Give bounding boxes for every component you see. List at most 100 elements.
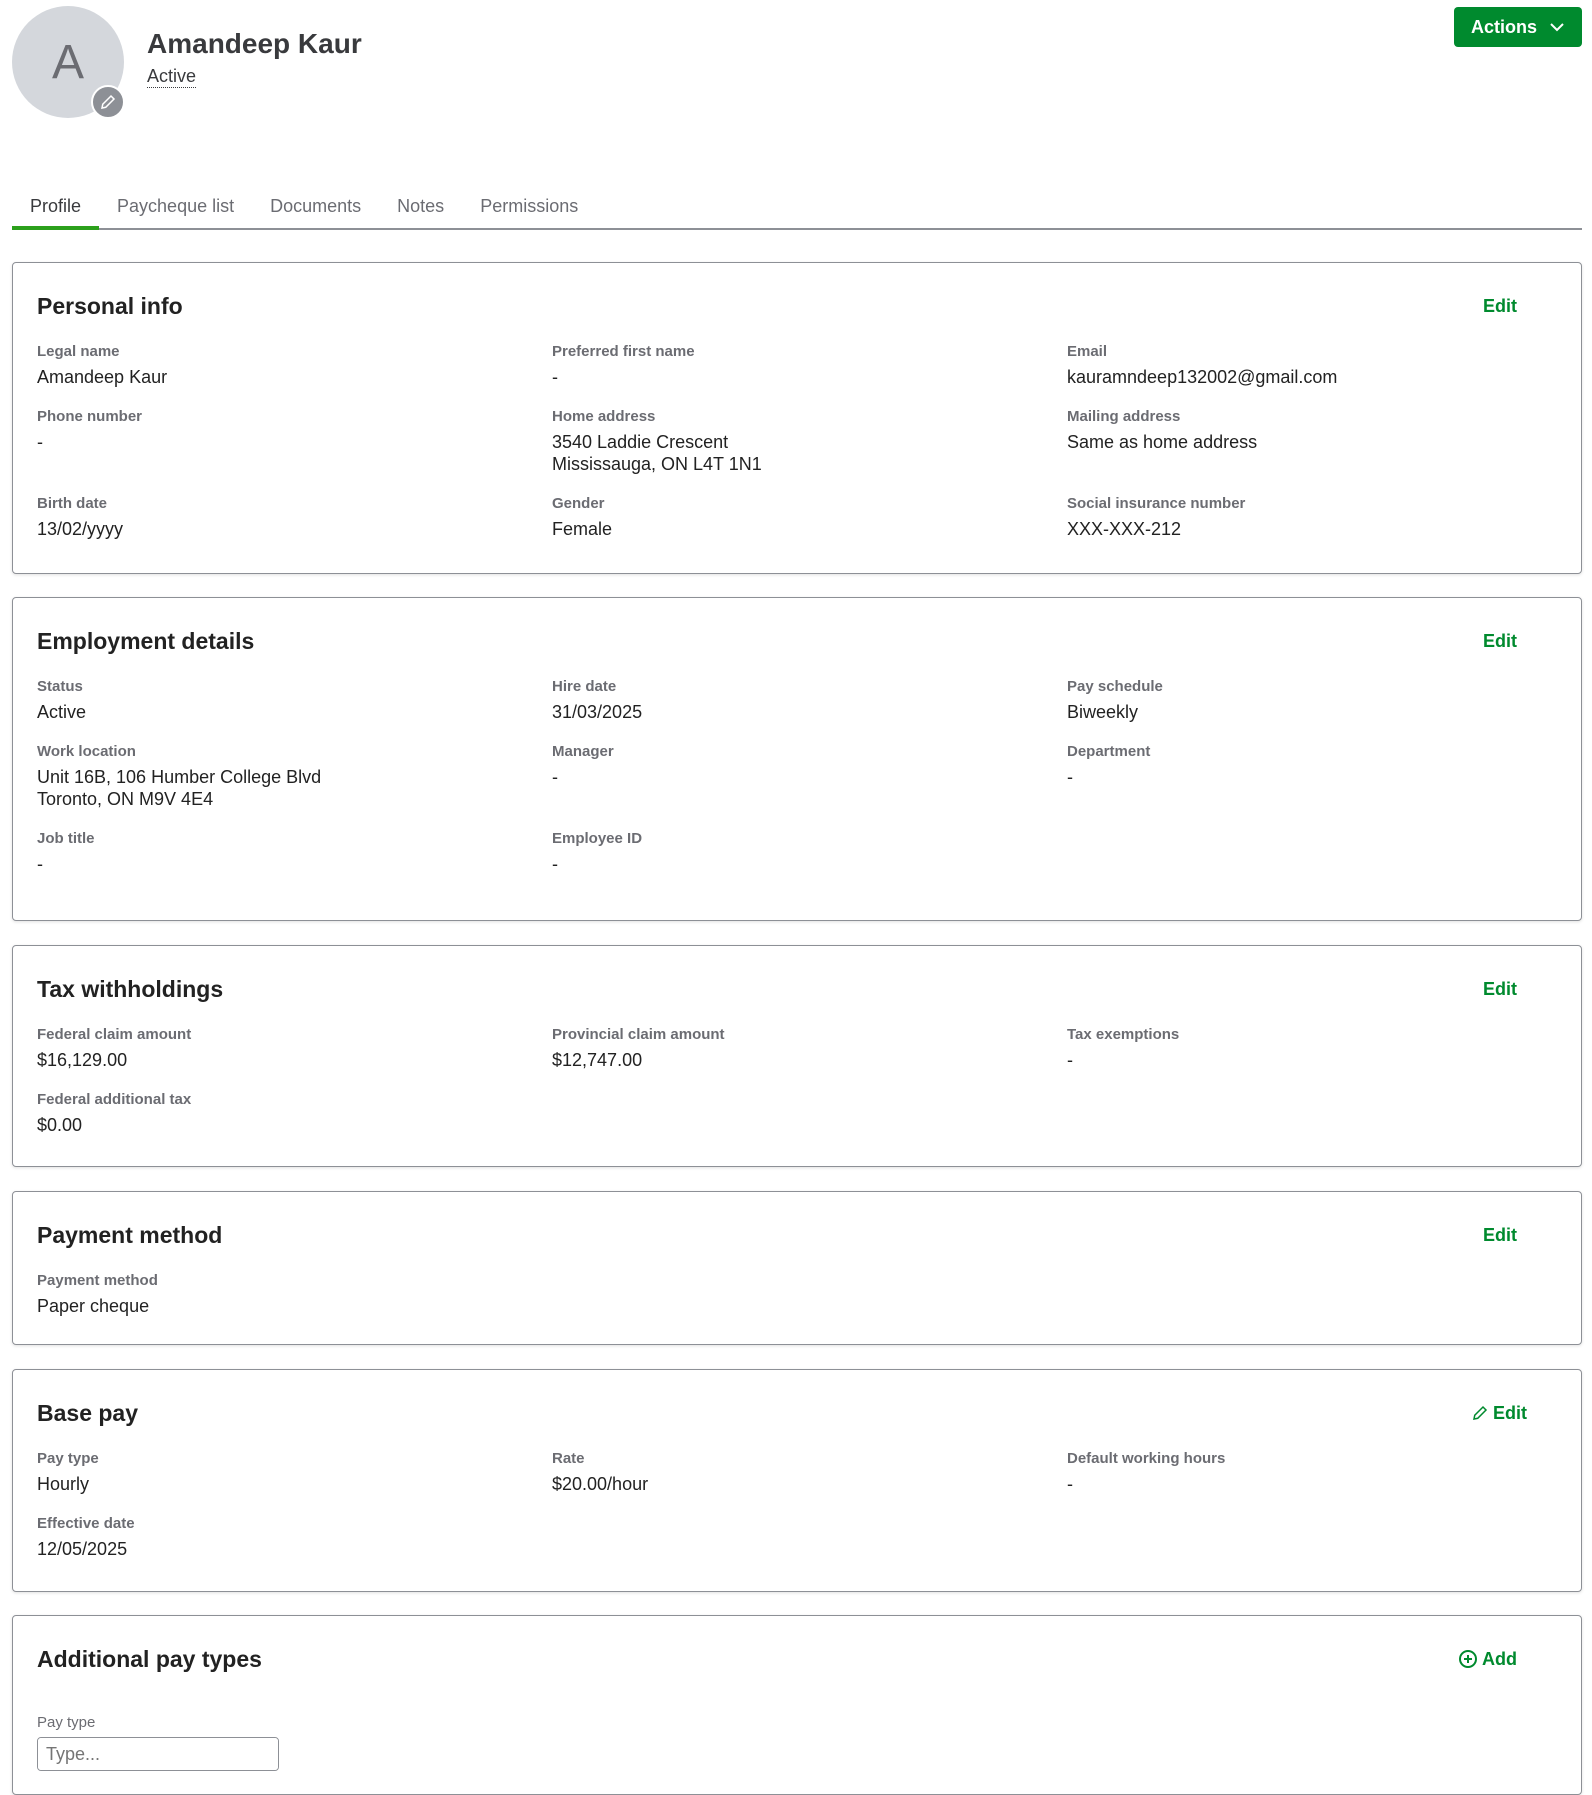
field-label: Home address: [552, 408, 656, 425]
field-label: Payment method: [37, 1272, 158, 1289]
field: Social insurance number XXX-XXX-212: [1067, 495, 1567, 540]
edit-label: Edit: [1483, 1224, 1517, 1245]
field-value: -: [552, 367, 558, 387]
edit-label: Edit: [1483, 295, 1517, 316]
field-value: 12/05/2025: [37, 1539, 128, 1559]
field: Effective date 12/05/2025: [37, 1515, 552, 1560]
actions-label: Actions: [1470, 16, 1537, 37]
field-label: Phone number: [37, 408, 143, 425]
field-value: -: [37, 854, 43, 874]
section-title: Payment method: [37, 1221, 223, 1248]
tab-documents[interactable]: Documents: [270, 196, 362, 216]
edit-label: Edit: [1483, 630, 1517, 651]
field: Preferred first name -: [552, 343, 1067, 388]
actions-button[interactable]: Actions: [1454, 7, 1582, 47]
pay-type-input[interactable]: [38, 1738, 278, 1770]
field: Provincial claim amount $12,747.00: [552, 1026, 1067, 1071]
pay-type-select[interactable]: [37, 1737, 279, 1771]
field-label: Work location: [37, 743, 136, 760]
avatar: A: [12, 6, 124, 118]
plus-circle-icon: [1459, 1650, 1477, 1668]
field-label: Provincial claim amount: [552, 1026, 725, 1043]
field-label: Pay type: [37, 1450, 99, 1467]
tab-permissions[interactable]: Permissions: [480, 196, 579, 216]
field: Legal name Amandeep Kaur: [37, 343, 552, 388]
field: Status Active: [37, 678, 552, 723]
section-title: Additional pay types: [37, 1645, 262, 1672]
tab-profile[interactable]: Profile: [12, 190, 100, 230]
field-label: Rate: [552, 1450, 585, 1467]
field-value: -: [37, 432, 43, 452]
field-label: Default working hours: [1067, 1450, 1226, 1467]
field-value: kauramndeep132002@gmail.com: [1067, 367, 1338, 387]
field-label: Status: [37, 678, 83, 695]
edit-button[interactable]: Edit: [1483, 1225, 1517, 1246]
pencil-icon: [101, 94, 116, 109]
field-value: -: [1067, 1050, 1073, 1070]
section-title: Personal info: [37, 292, 183, 319]
field-label: Employee ID: [552, 830, 643, 847]
field-label: Federal claim amount: [37, 1026, 192, 1043]
field: Department -: [1067, 743, 1567, 810]
field-value: 13/02/yyyy: [37, 519, 124, 539]
field: Pay type Hourly: [37, 1450, 552, 1495]
tax-withholdings-card: Tax withholdings Edit Federal claim amount…: [12, 945, 1582, 1167]
field-label: Mailing address: [1067, 408, 1181, 425]
field-value: Active: [37, 702, 87, 722]
field-label: Gender: [552, 495, 605, 512]
pay-type-label: Pay type: [37, 1714, 96, 1731]
status-link[interactable]: Active: [147, 66, 197, 88]
field-value: 31/03/2025: [552, 702, 643, 722]
field: Manager -: [552, 743, 1067, 810]
tab-bar: Profile Paycheque list Documents Notes P…: [12, 190, 1582, 230]
field: Hire date 31/03/2025: [552, 678, 1067, 723]
field-value: Amandeep Kaur: [37, 367, 168, 387]
field-label: Effective date: [37, 1515, 135, 1532]
field-value: Unit 16B, 106 Humber College Blvd Toront…: [37, 767, 322, 809]
field-value: -: [1067, 1474, 1073, 1494]
edit-button[interactable]: Edit: [1483, 631, 1517, 652]
field: Employee ID -: [552, 830, 1067, 875]
edit-button[interactable]: Edit: [1471, 1403, 1527, 1424]
field-label: Social insurance number: [1067, 495, 1246, 512]
field: Federal claim amount $16,129.00: [37, 1026, 552, 1071]
field-label: Birth date: [37, 495, 108, 512]
field-value: -: [1067, 767, 1073, 787]
field: Birth date 13/02/yyyy: [37, 495, 552, 540]
section-title: Tax withholdings: [37, 975, 224, 1002]
field: Home address 3540 Laddie Crescent Mississ…: [552, 408, 1067, 475]
field-value: Female: [552, 519, 613, 539]
field-value: Hourly: [37, 1474, 90, 1494]
field-value: Same as home address: [1067, 432, 1258, 452]
field: Mailing address Same as home address: [1067, 408, 1567, 475]
edit-button[interactable]: Edit: [1483, 296, 1517, 317]
chevron-down-icon: [1550, 23, 1564, 32]
avatar-initial: A: [51, 35, 84, 89]
field: Federal additional tax $0.00: [37, 1091, 552, 1136]
field: Default working hours -: [1067, 1450, 1567, 1495]
field-value: $12,747.00: [552, 1050, 643, 1070]
field-value: -: [552, 767, 558, 787]
edit-avatar-button[interactable]: [91, 85, 125, 119]
field-value: $16,129.00: [37, 1050, 128, 1070]
field: Job title -: [37, 830, 552, 875]
field-value: Biweekly: [1067, 702, 1139, 722]
pencil-icon: [1473, 1405, 1488, 1420]
field: Rate $20.00/hour: [552, 1450, 1067, 1495]
field-value: -: [552, 854, 558, 874]
tab-paycheque-list[interactable]: Paycheque list: [117, 196, 235, 216]
edit-button[interactable]: Edit: [1483, 979, 1517, 1000]
field: Work location Unit 16B, 106 Humber Colleg…: [37, 743, 552, 810]
base-pay-card: Base pay Edit Pay type Hourly Rate $20.00/hou…: [12, 1369, 1582, 1592]
field: Gender Female: [552, 495, 1067, 540]
field-value: 3540 Laddie Crescent Mississauga, ON L4T…: [552, 432, 762, 474]
edit-label: Edit: [1493, 1402, 1527, 1423]
field-label: Job title: [37, 830, 95, 847]
employment-details-card: Employment details Edit Status Active Hire d…: [12, 597, 1582, 921]
field: Email kauramndeep132002@gmail.com: [1067, 343, 1567, 388]
add-label: Add: [1482, 1648, 1517, 1669]
field-value: $20.00/hour: [552, 1474, 649, 1494]
add-button[interactable]: Add: [1458, 1649, 1517, 1670]
tab-notes[interactable]: Notes: [397, 196, 445, 216]
section-title: Base pay: [37, 1399, 139, 1426]
